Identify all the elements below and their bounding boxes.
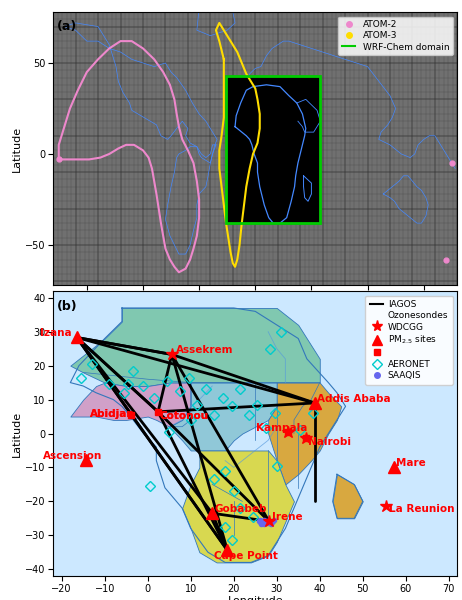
Text: La Reunion: La Reunion [389, 503, 454, 514]
Text: Ascension: Ascension [43, 451, 102, 461]
Text: Irene: Irene [273, 512, 303, 523]
Text: Kampala: Kampala [255, 423, 307, 433]
Text: Cotonou: Cotonou [159, 410, 208, 421]
Text: Abidjan: Abidjan [90, 409, 134, 419]
X-axis label: Longitude: Longitude [227, 596, 283, 600]
Text: Izana: Izana [40, 328, 72, 338]
Text: Assekrem: Assekrem [176, 346, 234, 355]
Y-axis label: Latitude: Latitude [12, 125, 22, 172]
Text: Mare: Mare [396, 458, 426, 469]
Text: Addis Ababa: Addis Ababa [317, 394, 390, 404]
Text: Cape Point: Cape Point [214, 551, 278, 560]
Text: Nairobi: Nairobi [308, 437, 351, 446]
Text: (a): (a) [57, 20, 78, 33]
Legend: ATOM-2, ATOM-3, WRF-Chem domain: ATOM-2, ATOM-3, WRF-Chem domain [338, 17, 453, 55]
Text: (b): (b) [57, 299, 78, 313]
X-axis label: Longitude: Longitude [227, 305, 283, 316]
Text: Gobabeb: Gobabeb [214, 504, 267, 514]
Text: Abidjan: Abidjan [90, 409, 134, 419]
Legend: IAGOS, Ozonesondes, WDCGG, PM$_{2.5}$ sites, , AERONET, SAAQIS: IAGOS, Ozonesondes, WDCGG, PM$_{2.5}$ si… [365, 296, 453, 385]
Y-axis label: Latitude: Latitude [12, 410, 22, 457]
Bar [226, 76, 320, 223]
Text: Cotonou: Cotonou [159, 410, 208, 421]
